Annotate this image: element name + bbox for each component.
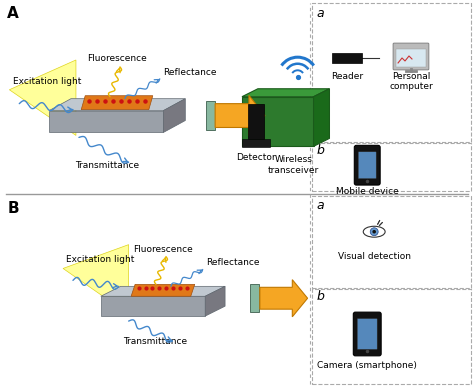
Text: Reader: Reader: [331, 72, 364, 81]
Polygon shape: [101, 286, 225, 296]
Text: Visual detection: Visual detection: [337, 252, 410, 260]
Circle shape: [373, 230, 376, 233]
Polygon shape: [49, 111, 164, 132]
Polygon shape: [101, 296, 205, 316]
Polygon shape: [313, 89, 329, 146]
Text: Optical
signal: Optical signal: [263, 289, 297, 308]
Polygon shape: [205, 286, 225, 316]
FancyBboxPatch shape: [357, 319, 377, 349]
FancyBboxPatch shape: [393, 43, 429, 70]
Polygon shape: [248, 104, 264, 139]
Polygon shape: [81, 96, 153, 110]
Text: Fluorescence: Fluorescence: [87, 54, 147, 63]
Bar: [396, 49, 426, 67]
FancyBboxPatch shape: [311, 143, 471, 191]
Polygon shape: [131, 284, 195, 296]
FancyArrow shape: [215, 95, 265, 136]
FancyBboxPatch shape: [358, 152, 376, 179]
Text: Detector: Detector: [236, 153, 276, 162]
Ellipse shape: [363, 226, 385, 237]
Text: b: b: [317, 144, 324, 158]
Text: a: a: [317, 199, 324, 212]
Text: Reflectance: Reflectance: [206, 259, 259, 267]
Text: Mobile device: Mobile device: [336, 187, 399, 196]
Text: Wireless
transceiver: Wireless transceiver: [268, 155, 319, 175]
Text: A: A: [8, 6, 19, 21]
FancyBboxPatch shape: [353, 312, 381, 356]
Polygon shape: [242, 89, 329, 97]
Text: Excitation light: Excitation light: [13, 77, 82, 86]
Polygon shape: [49, 99, 185, 111]
Text: Optical
signal: Optical signal: [221, 106, 255, 125]
FancyBboxPatch shape: [311, 289, 471, 384]
Text: b: b: [317, 290, 324, 303]
FancyBboxPatch shape: [311, 3, 471, 142]
Text: Fluorescence: Fluorescence: [133, 245, 193, 253]
Text: a: a: [317, 7, 324, 21]
Text: B: B: [8, 201, 19, 216]
FancyArrow shape: [260, 280, 308, 317]
Text: Reflectance: Reflectance: [163, 68, 216, 77]
Bar: [332, 53, 362, 63]
Text: Camera (smartphone): Camera (smartphone): [317, 361, 417, 370]
Polygon shape: [63, 245, 128, 314]
Polygon shape: [164, 99, 185, 132]
Bar: [250, 284, 259, 312]
FancyBboxPatch shape: [354, 146, 380, 185]
Text: Transmittance: Transmittance: [123, 337, 188, 346]
FancyBboxPatch shape: [311, 196, 471, 288]
Bar: [206, 101, 215, 130]
Bar: [242, 97, 313, 146]
Bar: [242, 139, 270, 147]
Text: Excitation light: Excitation light: [66, 255, 135, 264]
Text: Transmittance: Transmittance: [75, 161, 139, 170]
Text: Personal
computer: Personal computer: [389, 72, 433, 91]
Circle shape: [370, 228, 378, 236]
Polygon shape: [9, 60, 76, 135]
